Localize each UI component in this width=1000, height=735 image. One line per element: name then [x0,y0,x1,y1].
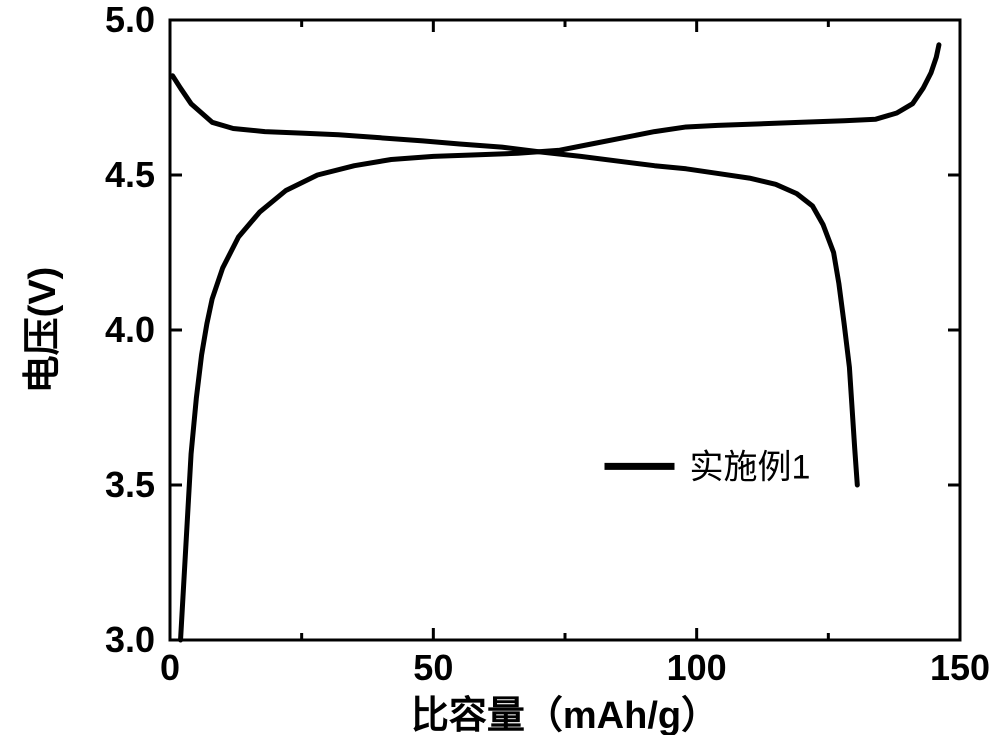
y-tick-label: 4.5 [105,154,155,195]
y-tick-label: 4.0 [105,309,155,350]
x-tick-label: 0 [160,647,180,688]
x-tick-label: 150 [930,647,990,688]
y-tick-label: 3.5 [105,464,155,505]
y-axis-label: 电压(V) [22,267,64,394]
voltage-capacity-chart: 0 50 100 150 3.0 3.5 4.0 4.5 5.0 比容量（mAh/g） 电压(V) 实… [0,0,1000,735]
y-tick-label: 3.0 [105,619,155,660]
y-tick-label: 5.0 [105,0,155,40]
chart-svg: 0 50 100 150 3.0 3.5 4.0 4.5 5.0 比容量（mAh/g） 电压(V) 实… [0,0,1000,735]
x-tick-label: 100 [667,647,727,688]
legend-label: 实施例1 [690,448,811,486]
x-axis-label: 比容量（mAh/g） [411,695,719,735]
x-tick-label: 50 [413,647,453,688]
